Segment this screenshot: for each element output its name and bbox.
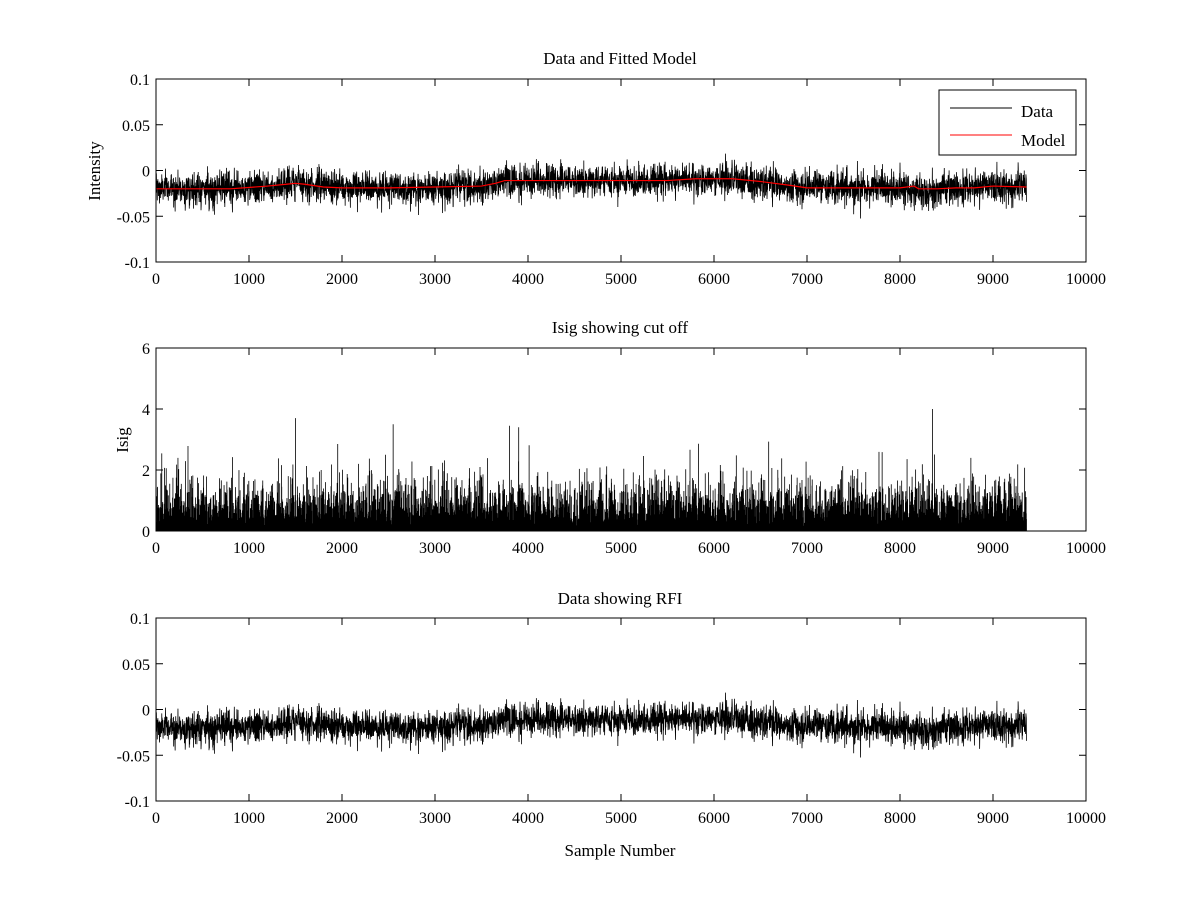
y-tick-label: 0	[142, 524, 150, 541]
panel-2-title: Isig showing cut off	[552, 318, 688, 337]
x-tick-label: 5000	[605, 271, 637, 288]
panel-1-ylabel: Intensity	[85, 141, 104, 201]
y-tick-label: -0.1	[125, 794, 150, 811]
x-tick-label: 0	[152, 271, 160, 288]
panel-data-showing-rfi: Data showing RFI 0 1000 2000 3000 4000 5000 60…	[117, 589, 1106, 860]
panel-3-xlabel: Sample Number	[565, 841, 676, 860]
legend-data-label: Data	[1021, 102, 1054, 121]
x-tick-label: 8000	[884, 810, 916, 827]
x-tick-label: 1000	[233, 271, 265, 288]
panel-3-title: Data showing RFI	[558, 589, 683, 608]
x-tick-label: 0	[152, 540, 160, 557]
x-tick-label: 2000	[326, 540, 358, 557]
x-tick-label: 6000	[698, 271, 730, 288]
y-tick-label: 2	[142, 463, 150, 480]
x-tick-label: 10000	[1066, 540, 1106, 557]
x-tick-label: 3000	[419, 810, 451, 827]
y-tick-label: 0.1	[130, 72, 150, 89]
x-tick-label: 8000	[884, 540, 916, 557]
x-tick-label: 9000	[977, 810, 1009, 827]
x-tick-label: 10000	[1066, 271, 1106, 288]
panel-data-fitted-model: Data and Fitted Model Intensity 0 1000 200…	[85, 49, 1106, 288]
x-tick-label: 9000	[977, 271, 1009, 288]
legend-model-label: Model	[1021, 131, 1066, 150]
panel-3-ticks: 0 1000 2000 3000 4000 5000 6000 7000 8000 9000 100…	[117, 611, 1106, 827]
x-tick-label: 2000	[326, 810, 358, 827]
x-tick-label: 5000	[605, 810, 637, 827]
x-tick-label: 4000	[512, 271, 544, 288]
x-tick-label: 6000	[698, 540, 730, 557]
x-tick-label: 3000	[419, 271, 451, 288]
panel-isig-cut-off: Isig showing cut off Isig 0 1000 2000 3000 4…	[113, 318, 1106, 557]
x-tick-label: 5000	[605, 540, 637, 557]
panel-1-traces	[155, 153, 1027, 219]
legend: Data Model	[938, 89, 1077, 156]
panel-3-traces	[155, 692, 1027, 758]
series-model-line	[156, 178, 1027, 190]
x-tick-label: 10000	[1066, 810, 1106, 827]
y-tick-label: -0.05	[117, 748, 150, 765]
y-tick-label: 0.05	[122, 118, 150, 135]
x-tick-label: 1000	[233, 540, 265, 557]
panel-2-ticks: 0 1000 2000 3000 4000 5000 6000 7000 8000 9000 100…	[142, 341, 1106, 557]
x-tick-label: 0	[152, 810, 160, 827]
x-tick-label: 1000	[233, 810, 265, 827]
x-tick-label: 9000	[977, 540, 1009, 557]
y-tick-label: -0.05	[117, 209, 150, 226]
x-tick-label: 3000	[419, 540, 451, 557]
x-tick-label: 7000	[791, 271, 823, 288]
legend-box	[938, 89, 1077, 156]
y-tick-label: 4	[142, 402, 150, 419]
series-data-trace	[155, 153, 1027, 219]
panel-1-ticks: 0 1000 2000 3000 4000 5000 6000 7000 8000 9000 100…	[117, 72, 1106, 288]
y-tick-label: 0.1	[130, 611, 150, 628]
series-data-trace	[155, 692, 1027, 758]
x-tick-label: 7000	[791, 810, 823, 827]
y-tick-label: -0.1	[125, 255, 150, 272]
panel-2-ylabel: Isig	[113, 427, 132, 453]
x-tick-label: 8000	[884, 271, 916, 288]
y-tick-label: 0	[142, 703, 150, 720]
x-tick-label: 2000	[326, 271, 358, 288]
x-tick-label: 4000	[512, 810, 544, 827]
y-tick-label: 6	[142, 341, 150, 358]
x-tick-label: 6000	[698, 810, 730, 827]
x-tick-label: 7000	[791, 540, 823, 557]
y-tick-label: 0	[142, 164, 150, 181]
x-tick-label: 4000	[512, 540, 544, 557]
y-tick-label: 0.05	[122, 657, 150, 674]
panel-1-title: Data and Fitted Model	[543, 49, 697, 68]
